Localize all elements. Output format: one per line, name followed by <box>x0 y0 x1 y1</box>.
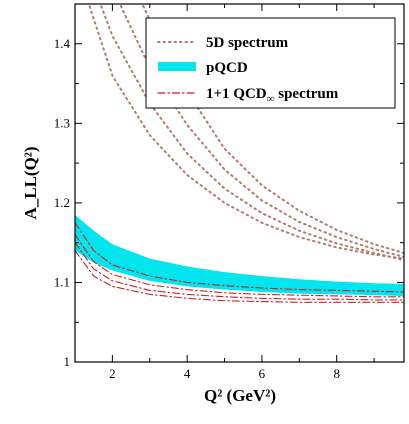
x-tick-label: 4 <box>184 366 191 381</box>
x-tick-label: 6 <box>259 366 266 381</box>
y-axis-title: A_LL(Q²) <box>21 146 40 219</box>
qcd-spectrum-curve-6 <box>75 234 404 298</box>
5d-spectrum-curve-2 <box>118 4 404 258</box>
legend-swatch-pqcd <box>158 62 196 71</box>
5d-spectrum-curve-3 <box>141 4 404 255</box>
legend-label-1: pQCD <box>206 60 248 76</box>
legend-label-2: 1+1 QCD∞ spectrum <box>206 86 339 105</box>
qcd-spectrum-curve-4 <box>75 250 404 303</box>
y-tick-label: 1 <box>64 354 71 369</box>
y-tick-label: 1.3 <box>54 115 70 130</box>
pqcd-band <box>75 214 404 296</box>
y-tick-label: 1.1 <box>54 274 70 289</box>
plot-frame <box>74 3 405 363</box>
x-tick-label: 8 <box>333 366 340 381</box>
x-tick-label: 2 <box>109 366 116 381</box>
5d-spectrum-curve-0 <box>87 4 404 260</box>
legend-label-0: 5D spectrum <box>206 35 289 51</box>
x-axis-title: Q² (GeV²) <box>204 386 276 405</box>
qcd-spectrum-curve-7 <box>75 222 404 293</box>
qcd-spectrum-curve-5 <box>75 242 404 301</box>
y-tick-label: 1.2 <box>54 195 70 210</box>
y-tick-label: 1.4 <box>54 36 71 51</box>
